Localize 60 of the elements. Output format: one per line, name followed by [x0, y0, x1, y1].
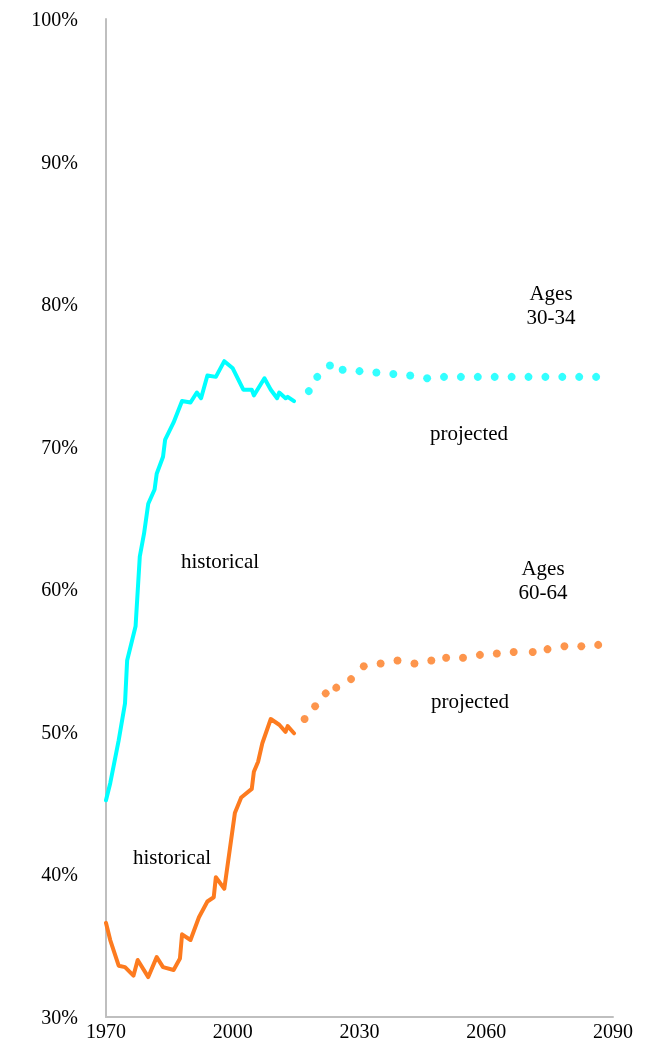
point — [393, 656, 402, 665]
point — [389, 370, 398, 378]
point — [475, 650, 484, 659]
y-tick-label: 40% — [41, 863, 78, 886]
point — [347, 675, 356, 684]
point — [359, 662, 368, 671]
annotation: historical — [132, 845, 212, 869]
point — [528, 648, 537, 657]
point — [325, 361, 334, 370]
point — [507, 372, 516, 381]
point — [300, 715, 309, 724]
point — [313, 372, 322, 381]
y-tick-label: 90% — [41, 150, 78, 173]
point — [332, 683, 341, 692]
x-tick-label: 2000 — [212, 1020, 253, 1042]
point — [423, 374, 432, 383]
point — [492, 649, 501, 658]
point — [355, 367, 364, 376]
point — [321, 689, 330, 698]
point — [440, 372, 448, 381]
point — [524, 372, 533, 381]
point — [459, 653, 468, 662]
point — [473, 372, 482, 381]
annotation: Ages 60-64 — [518, 556, 568, 604]
point — [558, 372, 567, 381]
point — [541, 372, 550, 381]
point — [304, 387, 313, 396]
point — [509, 648, 518, 657]
point — [427, 656, 436, 665]
point — [311, 702, 320, 711]
line-series — [104, 717, 297, 980]
point — [575, 372, 584, 381]
y-tick-label: 100% — [31, 8, 78, 30]
line-series — [104, 359, 297, 803]
x-tick-label: 2030 — [339, 1020, 380, 1042]
point — [543, 645, 552, 654]
point — [442, 653, 451, 662]
point — [376, 659, 385, 668]
annotation: projected — [429, 421, 509, 445]
annotation: historical — [180, 549, 260, 573]
x-tick-label: 1970 — [86, 1020, 126, 1042]
annotation: projected — [430, 689, 510, 713]
point — [456, 372, 465, 381]
y-tick-label: 50% — [41, 720, 78, 743]
point — [594, 640, 603, 649]
point — [338, 365, 347, 374]
point — [592, 372, 601, 381]
point — [410, 659, 419, 668]
point — [406, 371, 415, 380]
point — [490, 372, 499, 381]
y-tick-label: 80% — [41, 293, 78, 316]
point — [372, 368, 381, 377]
point — [560, 642, 569, 651]
x-tick-label: 2060 — [466, 1020, 507, 1042]
point — [577, 642, 586, 651]
y-tick-label: 60% — [41, 578, 78, 601]
x-tick-label: 2090 — [593, 1020, 633, 1042]
y-tick-label: 70% — [41, 435, 78, 458]
y-tick-label: 30% — [41, 1006, 78, 1028]
annotation: Ages 30-34 — [526, 281, 576, 329]
